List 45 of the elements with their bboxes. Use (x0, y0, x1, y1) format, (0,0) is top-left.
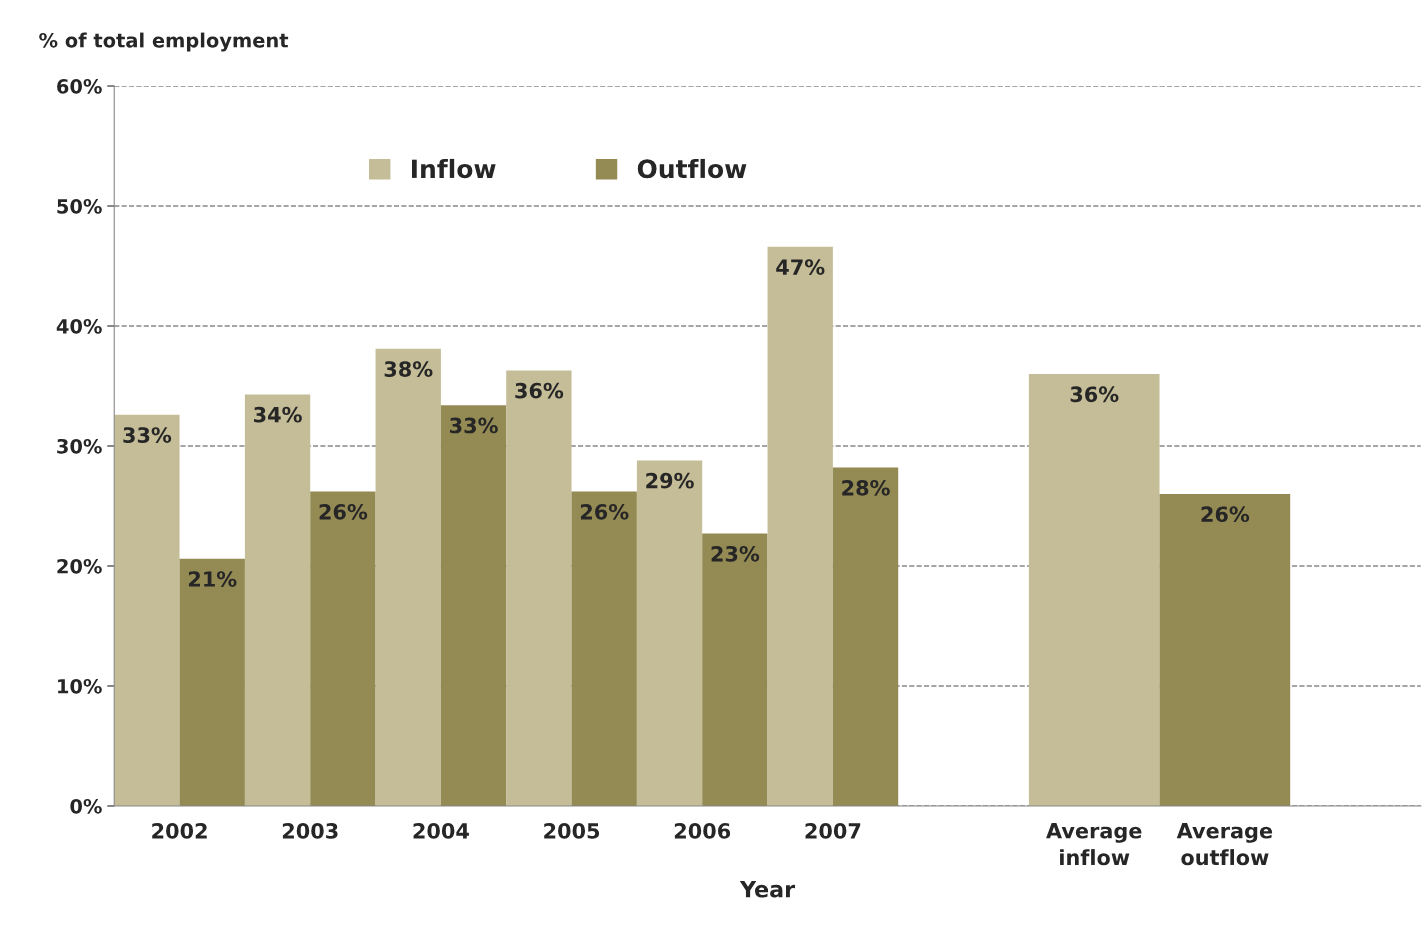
data-label: 21% (188, 571, 237, 587)
x-tick-label: 2005 (544, 823, 600, 839)
data-label: 26% (319, 503, 368, 520)
bar (702, 533, 768, 806)
data-label: 38% (384, 361, 433, 377)
x-tick-label: Average inflow (1046, 823, 1142, 866)
bar (114, 414, 180, 806)
x-tick-label: 2007 (805, 823, 861, 839)
data-label: 28% (842, 479, 890, 496)
bar (571, 491, 637, 806)
data-label: 26% (1201, 506, 1250, 523)
y-tick-label: 50% (57, 198, 102, 214)
data-label: 33% (123, 427, 172, 443)
data-label: 29% (646, 472, 694, 489)
legend-label: Outflow (637, 158, 747, 179)
data-label: 47% (776, 259, 825, 275)
bar (506, 370, 572, 806)
y-axis-title: % of total employment (39, 32, 289, 52)
bar (244, 394, 311, 806)
data-label: 33% (450, 417, 498, 434)
x-tick-label: 2002 (152, 823, 207, 839)
legend-label: Inflow (412, 158, 496, 179)
y-tick-label: 60% (57, 78, 102, 94)
x-tick-label: 2003 (282, 823, 338, 839)
data-label: 36% (515, 382, 564, 399)
bar (767, 246, 833, 806)
y-tick-label: 10% (58, 678, 102, 694)
bar (636, 460, 703, 806)
data-label: 23% (711, 545, 760, 562)
data-label: 36% (1070, 386, 1119, 403)
y-tick-label: 40% (56, 318, 102, 334)
bar (375, 348, 441, 806)
data-label: 34% (254, 406, 302, 423)
x-axis-title: Year (739, 881, 796, 898)
bar (179, 558, 245, 806)
bar (440, 405, 507, 806)
bar (832, 467, 899, 806)
x-tick-label: 2006 (674, 823, 731, 839)
y-tick-label: 0% (70, 798, 102, 814)
x-tick-label: Average outflow (1176, 823, 1273, 866)
x-tick-label: 2004 (413, 823, 469, 839)
y-tick-label: 30% (57, 438, 102, 454)
y-tick-label: 20% (57, 558, 102, 574)
data-label: 26% (580, 503, 629, 520)
bar (310, 491, 376, 806)
